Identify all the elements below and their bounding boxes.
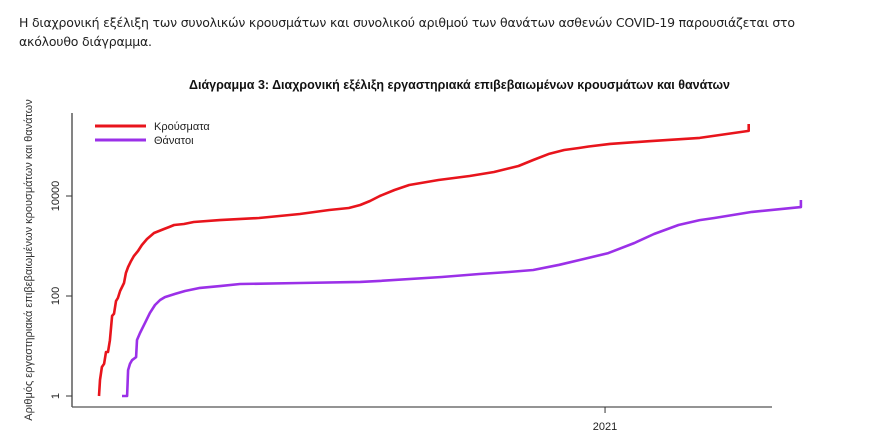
y-tick-label: 10000 <box>50 181 62 212</box>
legend: Κρούσματα Θάνατοι <box>95 121 210 147</box>
x-tick-label: 2021 <box>593 421 617 433</box>
cases-line <box>97 124 750 397</box>
x-axis-ticks: 2021 <box>593 407 617 433</box>
intro-paragraph: Η διαχρονική εξέλιξη των συνολικών κρουσ… <box>19 15 795 49</box>
y-tick-label: 100 <box>50 287 62 305</box>
y-axis-label: Αριθμός εργαστηριακά επιβεβαιωμένων κρου… <box>23 99 35 421</box>
y-tick-label: 1 <box>50 393 62 399</box>
y-axis-ticks: 1 100 10000 <box>50 181 72 399</box>
series-lines <box>97 124 803 398</box>
deaths-line <box>122 200 803 398</box>
legend-label-cases: Κρούσματα <box>154 121 210 133</box>
legend-label-deaths: Θάνατοι <box>154 135 194 147</box>
chart-title: Διάγραμμα 3: Διαχρονική εξέλιξη εργαστηρ… <box>188 78 731 92</box>
